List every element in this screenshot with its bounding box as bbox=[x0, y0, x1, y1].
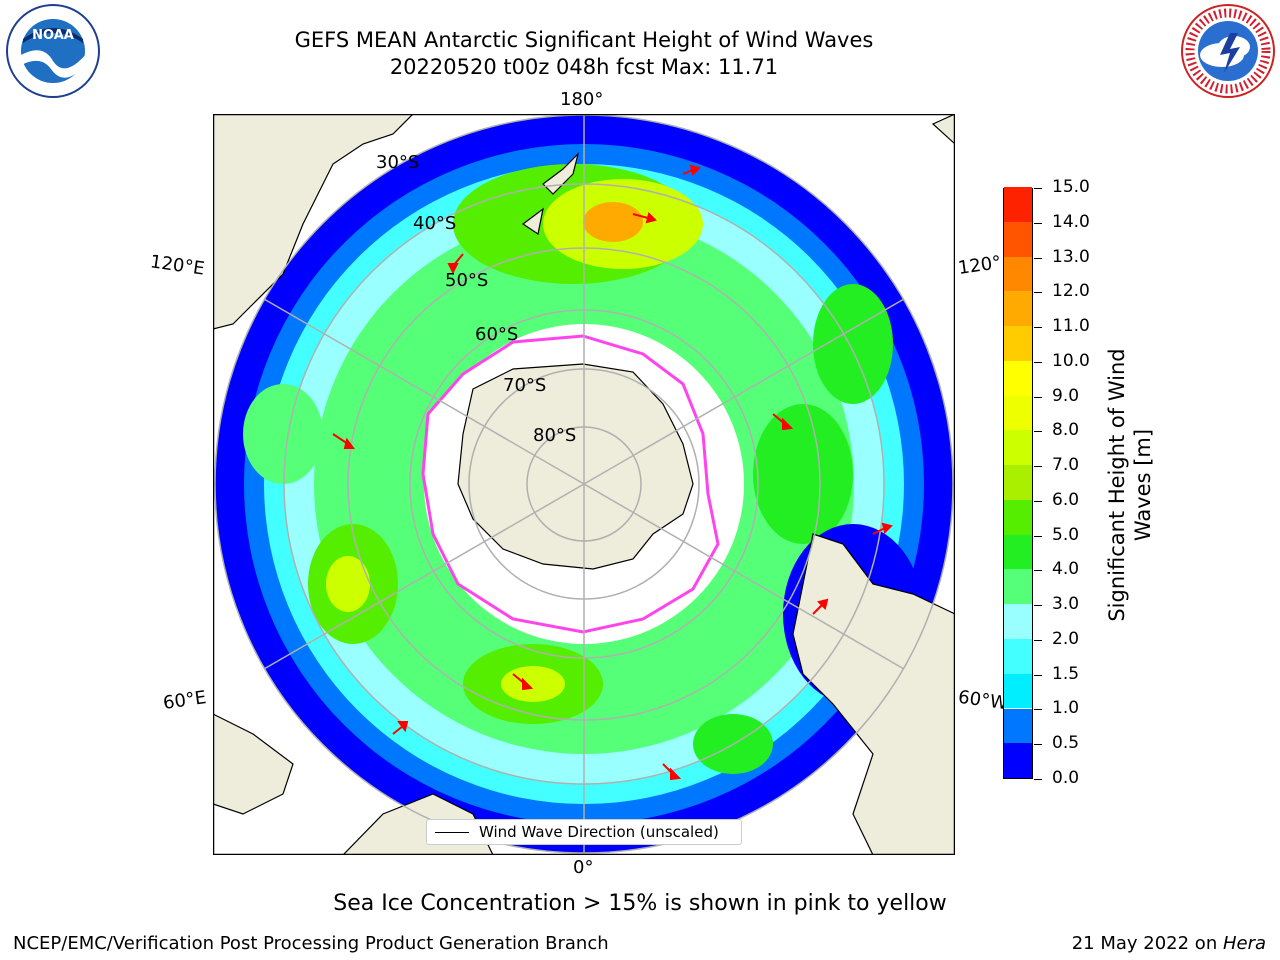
colorbar-tick bbox=[1034, 222, 1042, 224]
colorbar-segment bbox=[1004, 360, 1032, 396]
colorbar-tick bbox=[1034, 431, 1042, 433]
colorbar-tick-label: 6.0 bbox=[1052, 489, 1080, 510]
lat-label-80s: 80°S bbox=[533, 425, 577, 446]
colorbar-segment bbox=[1004, 534, 1032, 570]
colorbar-tick bbox=[1034, 361, 1042, 363]
colorbar-tick bbox=[1034, 570, 1042, 572]
run-date: 21 May 2022 on Hera bbox=[1072, 933, 1266, 954]
colorbar-tick bbox=[1034, 327, 1042, 329]
colorbar-tick bbox=[1034, 709, 1042, 711]
credit-line: NCEP/EMC/Verification Post Processing Pr… bbox=[13, 933, 609, 954]
colorbar-segment bbox=[1004, 708, 1032, 744]
legend-line-swatch bbox=[435, 832, 469, 833]
colorbar-segment bbox=[1004, 743, 1032, 778]
noaa-logo-text: NOAA bbox=[32, 28, 74, 43]
legend-label: Wind Wave Direction (unscaled) bbox=[479, 823, 719, 841]
noaa-logo: NOAA bbox=[6, 4, 100, 98]
chart-subtitle: 20220520 t00z 048h fcst Max: 11.71 bbox=[389, 55, 779, 79]
colorbar-tick bbox=[1034, 466, 1042, 468]
colorbar-tick-label: 7.0 bbox=[1052, 455, 1080, 476]
sea-ice-note: Sea Ice Concentration > 15% is shown in … bbox=[333, 891, 947, 916]
colorbar-tick bbox=[1034, 292, 1042, 294]
colorbar-segment bbox=[1004, 499, 1032, 535]
colorbar-segment bbox=[1004, 465, 1032, 500]
colorbar-tick-label: 1.0 bbox=[1052, 698, 1080, 719]
colorbar-tick bbox=[1034, 639, 1042, 641]
lon-label-180: 180° bbox=[560, 89, 604, 110]
nws-logo bbox=[1181, 4, 1275, 98]
run-date-text: 21 May 2022 on bbox=[1071, 933, 1223, 954]
colorbar bbox=[1003, 187, 1033, 779]
colorbar-tick-label: 8.0 bbox=[1052, 420, 1080, 441]
lon-label-60w: 60°W bbox=[956, 686, 1009, 715]
colorbar-tick-label: 4.0 bbox=[1052, 559, 1080, 580]
colorbar-segment bbox=[1004, 430, 1032, 466]
lat-label-40s: 40°S bbox=[413, 213, 457, 234]
colorbar-tick-label: 11.0 bbox=[1052, 316, 1090, 337]
lat-label-60s: 60°S bbox=[475, 324, 519, 345]
colorbar-segment bbox=[1004, 604, 1032, 639]
lat-label-30s: 30°S bbox=[376, 152, 420, 173]
colorbar-tick bbox=[1034, 605, 1042, 607]
colorbar-tick bbox=[1034, 535, 1042, 537]
lon-label-0: 0° bbox=[573, 857, 594, 878]
colorbar-tick bbox=[1034, 744, 1042, 746]
colorbar-tick-label: 13.0 bbox=[1052, 246, 1090, 267]
colorbar-segment bbox=[1004, 221, 1032, 257]
colorbar-tick-label: 0.5 bbox=[1052, 733, 1080, 754]
colorbar-segment bbox=[1004, 256, 1032, 292]
colorbar-segment bbox=[1004, 395, 1032, 431]
colorbar-tick-label: 0.0 bbox=[1052, 768, 1080, 788]
colorbar-tick bbox=[1034, 257, 1042, 259]
colorbar-segment bbox=[1004, 569, 1032, 605]
colorbar-tick-label: 15.0 bbox=[1052, 177, 1090, 197]
colorbar-tick bbox=[1034, 674, 1042, 676]
colorbar-title: Significant Height of Wind Waves [m] bbox=[1105, 348, 1155, 622]
colorbar-tick bbox=[1034, 500, 1042, 502]
colorbar-tick-label: 5.0 bbox=[1052, 524, 1080, 545]
polar-map bbox=[213, 114, 955, 855]
lon-label-120e: 120°E bbox=[148, 251, 206, 280]
colorbar-tick-label: 1.5 bbox=[1052, 663, 1080, 684]
colorbar-tick-label: 10.0 bbox=[1052, 350, 1090, 371]
colorbar-tick-label: 9.0 bbox=[1052, 385, 1080, 406]
colorbar-segment bbox=[1004, 326, 1032, 361]
colorbar-tick-label: 2.0 bbox=[1052, 628, 1080, 649]
colorbar-segment bbox=[1004, 187, 1032, 222]
colorbar-tick bbox=[1034, 779, 1042, 780]
lon-label-60e: 60°E bbox=[161, 687, 208, 714]
lat-label-70s: 70°S bbox=[503, 375, 547, 396]
colorbar-tick-label: 14.0 bbox=[1052, 211, 1090, 232]
colorbar-segment bbox=[1004, 291, 1032, 327]
chart-title: GEFS MEAN Antarctic Significant Height o… bbox=[294, 28, 874, 52]
colorbar-tick-label: 12.0 bbox=[1052, 281, 1090, 302]
colorbar-tick bbox=[1034, 188, 1042, 189]
colorbar-tick bbox=[1034, 396, 1042, 398]
map-legend: Wind Wave Direction (unscaled) bbox=[426, 819, 742, 845]
colorbar-segment bbox=[1004, 673, 1032, 709]
run-host: Hera bbox=[1222, 933, 1266, 954]
colorbar-tick-label: 3.0 bbox=[1052, 594, 1080, 615]
lat-label-50s: 50°S bbox=[445, 270, 489, 291]
colorbar-segment bbox=[1004, 638, 1032, 674]
lon-label-120w: 120° bbox=[956, 252, 1003, 279]
wave-direction-arrows bbox=[332, 164, 893, 781]
